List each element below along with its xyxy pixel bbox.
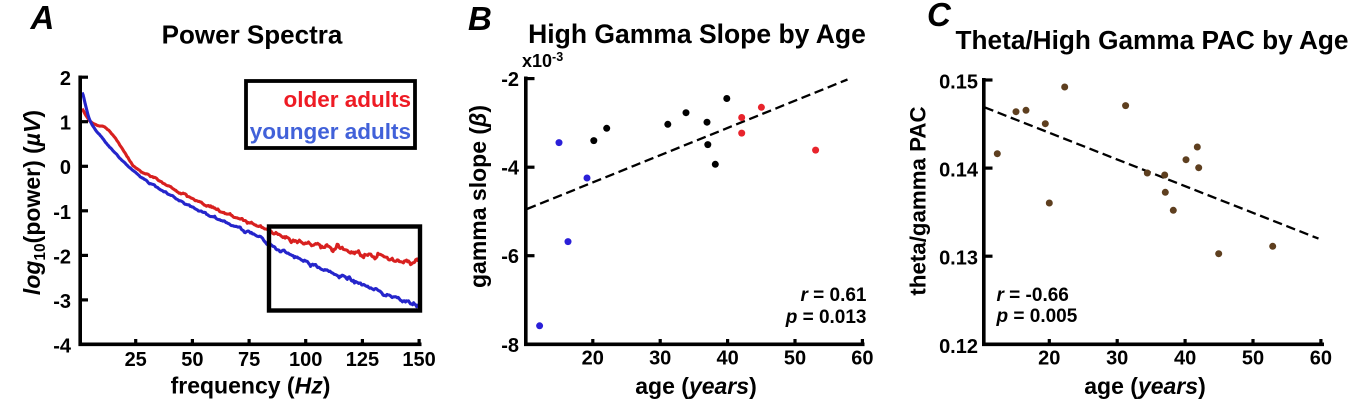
svg-text:50: 50 <box>1242 348 1264 370</box>
svg-text:age (years): age (years) <box>635 373 756 399</box>
svg-text:150: 150 <box>402 349 435 371</box>
svg-text:r = -0.66: r = -0.66 <box>997 285 1069 306</box>
svg-text:-6: -6 <box>501 246 519 268</box>
svg-text:-8: -8 <box>501 335 519 357</box>
svg-text:-2: -2 <box>501 69 519 91</box>
svg-text:-2: -2 <box>53 246 71 268</box>
svg-text:theta/gamma PAC: theta/gamma PAC <box>906 106 931 295</box>
svg-text:-4: -4 <box>53 335 72 357</box>
svg-text:0.13: 0.13 <box>939 248 978 270</box>
svg-text:40: 40 <box>1174 348 1196 370</box>
svg-text:-1: -1 <box>53 202 71 224</box>
svg-text:100: 100 <box>289 349 322 371</box>
svg-text:gamma slope (β): gamma slope (β) <box>465 105 491 288</box>
svg-text:60: 60 <box>1310 348 1332 370</box>
svg-text:20: 20 <box>1038 348 1060 370</box>
svg-text:-4: -4 <box>501 158 520 180</box>
svg-text:High Gamma Slope by Age: High Gamma Slope by Age <box>528 19 866 49</box>
svg-text:older adults: older adults <box>283 87 411 112</box>
svg-text:Power Spectra: Power Spectra <box>162 20 343 50</box>
svg-text:-3: -3 <box>53 291 71 313</box>
svg-text:log10(power) (µV): log10(power) (µV) <box>19 110 49 295</box>
svg-text:40: 40 <box>716 348 738 370</box>
svg-text:Theta/High Gamma PAC by Age: Theta/High Gamma PAC by Age <box>956 25 1349 55</box>
svg-text:60: 60 <box>851 348 873 370</box>
svg-text:p = 0.013: p = 0.013 <box>785 307 867 328</box>
svg-text:125: 125 <box>346 349 379 371</box>
svg-text:75: 75 <box>238 349 260 371</box>
svg-text:30: 30 <box>649 348 671 370</box>
svg-text:30: 30 <box>1106 348 1128 370</box>
svg-text:50: 50 <box>784 348 806 370</box>
svg-text:age (years): age (years) <box>1084 373 1205 399</box>
svg-text:0: 0 <box>60 157 71 179</box>
svg-text:1: 1 <box>60 113 71 135</box>
svg-text:0.15: 0.15 <box>939 72 978 94</box>
svg-text:C: C <box>927 0 952 33</box>
svg-text:A: A <box>30 0 55 36</box>
svg-text:p = 0.005: p = 0.005 <box>996 306 1078 327</box>
svg-text:50: 50 <box>181 349 203 371</box>
svg-text:r = 0.61: r = 0.61 <box>800 285 866 306</box>
svg-text:0.12: 0.12 <box>939 336 978 358</box>
svg-text:2: 2 <box>60 68 71 90</box>
svg-text:younger adults: younger adults <box>250 119 411 144</box>
svg-text:20: 20 <box>582 348 604 370</box>
svg-text:B: B <box>468 0 492 37</box>
svg-text:0.14: 0.14 <box>939 160 979 182</box>
svg-text:25: 25 <box>125 349 147 371</box>
svg-text:frequency (Hz): frequency (Hz) <box>171 373 331 399</box>
